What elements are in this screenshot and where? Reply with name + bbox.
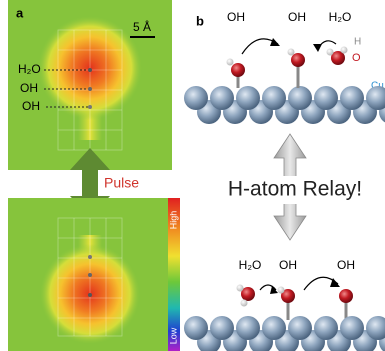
cu-atom bbox=[340, 316, 364, 340]
legend-o: O bbox=[352, 52, 361, 64]
site-label: OH bbox=[20, 81, 38, 95]
cu-atom bbox=[184, 86, 208, 110]
stm-image-bottom bbox=[8, 198, 168, 351]
species-label: OH bbox=[337, 258, 355, 272]
shape bbox=[341, 47, 348, 54]
shape bbox=[237, 285, 244, 292]
cu-atom bbox=[314, 316, 338, 340]
site-dot bbox=[88, 293, 92, 297]
cu-atom bbox=[210, 86, 234, 110]
pulse-label: Pulse bbox=[104, 175, 139, 191]
cu-atom bbox=[262, 86, 286, 110]
molecules-top bbox=[227, 47, 348, 89]
colorbar-high: High bbox=[168, 211, 178, 230]
cu-atom bbox=[236, 316, 260, 340]
site-dot bbox=[88, 255, 92, 259]
molecules-bottom bbox=[237, 285, 354, 321]
cu-slab bbox=[184, 316, 385, 351]
site-dot bbox=[88, 105, 92, 109]
panel-label: b bbox=[196, 13, 204, 28]
shape bbox=[231, 63, 245, 77]
site-label: H₂O bbox=[18, 62, 41, 76]
cu-atom bbox=[340, 86, 364, 110]
species-label: OH bbox=[227, 10, 245, 24]
arrowhead bbox=[270, 38, 280, 46]
species-label: H₂O bbox=[329, 10, 352, 24]
figure: a 5 Å H₂O OH OH Pulse bbox=[0, 0, 385, 351]
shape bbox=[291, 53, 305, 67]
shape bbox=[339, 289, 353, 303]
site-dot bbox=[88, 68, 92, 72]
cu-atom bbox=[210, 316, 234, 340]
site-dot bbox=[88, 87, 92, 91]
cu-atom bbox=[288, 316, 312, 340]
scale-bar-label: 5 Å bbox=[133, 19, 151, 34]
colorbar-low: Low bbox=[168, 327, 178, 344]
shape bbox=[227, 59, 234, 66]
shape bbox=[288, 49, 295, 56]
caption: H-atom Relay! bbox=[228, 178, 362, 201]
panel-label: a bbox=[16, 5, 24, 20]
site-dot bbox=[88, 273, 92, 277]
legend-h: H bbox=[354, 37, 361, 48]
cu-atom bbox=[288, 86, 312, 110]
species-label: OH bbox=[288, 10, 306, 24]
cu-atom bbox=[184, 316, 208, 340]
cu-atom bbox=[314, 86, 338, 110]
stm-image-top: a 5 Å H₂O OH OH bbox=[8, 0, 172, 170]
shape bbox=[241, 300, 248, 307]
site-label: OH bbox=[22, 99, 40, 113]
species-label: H₂O bbox=[239, 258, 262, 272]
cu-atom bbox=[262, 316, 286, 340]
cu-slab bbox=[184, 86, 385, 124]
shape bbox=[327, 49, 334, 56]
arrowhead bbox=[313, 44, 322, 52]
shape bbox=[278, 287, 285, 294]
cu-atom bbox=[236, 86, 260, 110]
species-label: OH bbox=[279, 258, 297, 272]
